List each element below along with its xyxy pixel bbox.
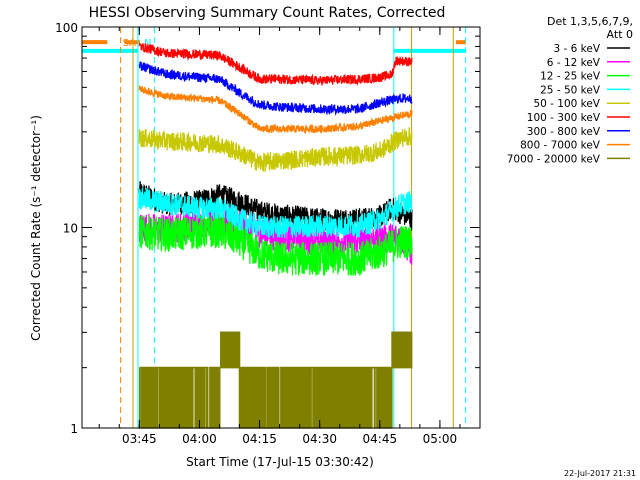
legend: Det 1,3,5,6,7,9, Att 0 3 - 6 keV 6 - 12 k… <box>507 15 633 165</box>
series-line <box>138 43 413 87</box>
legend-entry-label: 3 - 6 keV <box>553 43 600 55</box>
series-line <box>139 331 413 429</box>
timestamp: 22-Jul-2017 21:31 <box>564 469 636 478</box>
y-tick-label: 10 <box>63 222 78 236</box>
legend-header-line-1: Det 1,3,5,6,7,9, <box>547 15 633 28</box>
x-tick-label: 04:45 <box>363 432 398 446</box>
legend-entry-label: 25 - 50 keV <box>540 84 601 96</box>
x-axis-label: Start Time (17-Jul-15 03:30:42) <box>186 455 374 469</box>
series-line <box>138 213 413 276</box>
y-tick-label: 100 <box>55 21 78 35</box>
y-axis-label: Corrected Count Rate (s⁻¹ detector⁻¹) <box>29 115 43 341</box>
x-tick-label: 04:15 <box>242 432 277 446</box>
flag-annotation: SA <box>123 38 137 49</box>
legend-entry-label: 100 - 300 keV <box>527 112 601 124</box>
legend-entry-label: 6 - 12 keV <box>547 57 601 69</box>
legend-entry-label: 300 - 800 keV <box>527 126 601 138</box>
legend-header-line-2: Att 0 <box>607 28 633 41</box>
x-tick-label: 04:30 <box>302 432 337 446</box>
legend-entry-label: 50 - 100 keV <box>533 98 600 110</box>
x-tick-label: 03:45 <box>122 432 157 446</box>
legend-entry-label: 800 - 7000 keV <box>520 140 601 152</box>
x-tick-label: 04:00 <box>182 432 217 446</box>
chart-title: HESSI Observing Summary Count Rates, Cor… <box>89 5 446 21</box>
y-tick-label: 1 <box>70 422 78 436</box>
series-line <box>138 85 413 135</box>
legend-entry-label: 12 - 25 keV <box>540 71 601 83</box>
series-line <box>138 187 413 239</box>
series-line <box>138 127 413 173</box>
legend-entry-label: 7000 - 20000 keV <box>507 153 601 165</box>
series-line <box>138 61 413 116</box>
x-tick-label: 05:00 <box>423 432 458 446</box>
flag-annotation: N <box>144 38 151 49</box>
